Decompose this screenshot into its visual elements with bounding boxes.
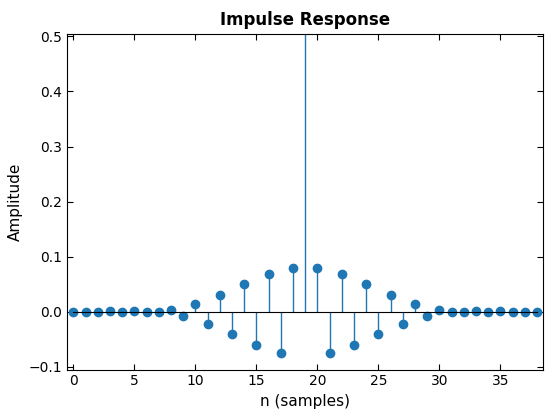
- Title: Impulse Response: Impulse Response: [220, 11, 390, 29]
- Y-axis label: Amplitude: Amplitude: [8, 163, 23, 241]
- X-axis label: n (samples): n (samples): [260, 394, 350, 409]
